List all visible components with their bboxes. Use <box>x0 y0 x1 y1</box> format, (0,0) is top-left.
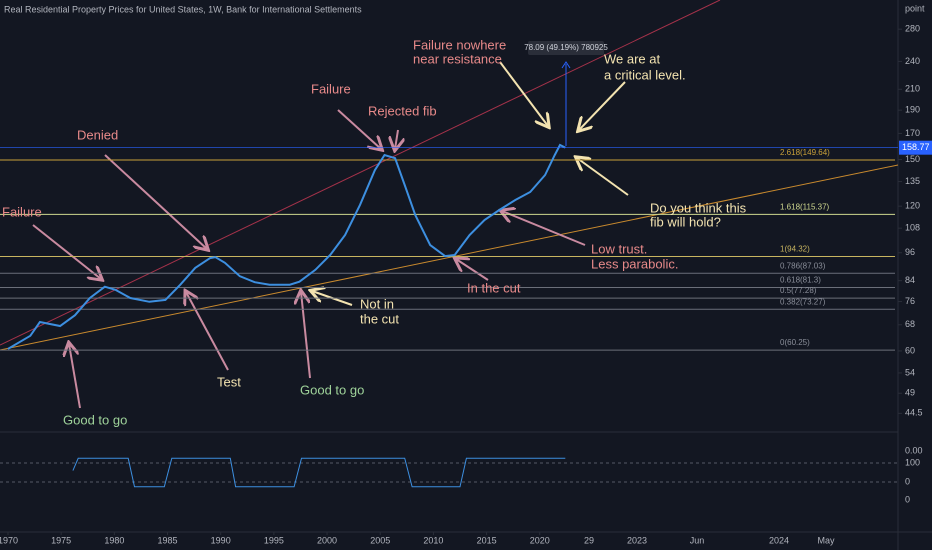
x-tick-label: 1975 <box>51 535 71 545</box>
series-line <box>7 143 566 350</box>
annotation: Failure <box>2 204 42 219</box>
annotation: the cut <box>360 311 399 326</box>
y-tick-label: 170 <box>905 128 920 138</box>
y-tick-label: 60 <box>905 345 915 355</box>
arrow <box>69 344 81 409</box>
y-tick-label: 96 <box>905 247 915 257</box>
y-tick-label: 150 <box>905 154 920 164</box>
arrow <box>337 109 381 149</box>
annotation: Good to go <box>63 412 127 427</box>
measure-arrow <box>561 61 571 69</box>
arrow <box>502 211 586 246</box>
arrow <box>301 292 311 379</box>
annotation: Test <box>217 374 241 389</box>
y-tick-label: 120 <box>905 201 920 211</box>
x-tick-label: 2000 <box>317 535 337 545</box>
annotation: a critical level. <box>604 67 686 82</box>
y-tick-label: 240 <box>905 56 920 66</box>
arrow <box>32 224 101 279</box>
x-tick-label: 1980 <box>104 535 124 545</box>
annotation: Low trust. <box>591 241 647 256</box>
y-tick-label: 68 <box>905 319 915 329</box>
series-line <box>72 457 566 488</box>
indicator-readout: 0 <box>905 494 910 504</box>
fib-label: 2.618(149.64) <box>780 148 830 157</box>
x-tick-label: Jun <box>690 535 705 545</box>
y-tick-label: 108 <box>905 223 920 233</box>
y-tick-label: 44.5 <box>905 408 923 418</box>
last-price-label: 158.77 <box>902 142 930 152</box>
fib-label: 0.5(77.28) <box>780 286 817 295</box>
x-tick-label: 1970 <box>0 535 18 545</box>
annotation: near resistance <box>413 51 502 66</box>
fib-label: 0.618(81.3) <box>780 276 821 285</box>
x-tick-label: 2023 <box>627 535 647 545</box>
fib-label: 0(60.25) <box>780 338 810 347</box>
fib-label: 1.618(115.37) <box>780 202 830 211</box>
y-tick-label: 280 <box>905 24 920 34</box>
x-tick-label: 2005 <box>370 535 390 545</box>
annotation: In the cut <box>467 280 521 295</box>
arrow <box>577 158 629 196</box>
arrow <box>186 292 229 371</box>
y-tick-label: 210 <box>905 84 920 94</box>
y-tick-label: 84 <box>905 275 915 285</box>
x-tick-label: 1985 <box>157 535 177 545</box>
arrow <box>456 259 489 281</box>
y-tick-label: 76 <box>905 296 915 306</box>
x-tick-label: 2010 <box>423 535 443 545</box>
y-tick-label: 190 <box>905 105 920 115</box>
last-price-box <box>899 140 932 155</box>
annotation: Do you think this <box>650 200 747 215</box>
fib-label: 0.786(87.03) <box>780 261 826 270</box>
fib-label: 0.382(73.27) <box>780 297 826 306</box>
annotation: Failure <box>311 81 351 96</box>
annotation: Good to go <box>300 382 364 397</box>
annotation: Not in <box>360 296 394 311</box>
y-tick-label: 54 <box>905 367 915 377</box>
measure-box <box>528 41 604 55</box>
trend-line <box>0 164 899 351</box>
indicator-readout: 0.00 <box>905 445 923 455</box>
x-tick-label: 1990 <box>211 535 231 545</box>
x-tick-label: May <box>817 535 835 545</box>
arrow <box>395 129 398 149</box>
y-tick-label: 135 <box>905 176 920 186</box>
y-tick-label: 100 <box>905 457 920 467</box>
fib-label: 1(94.32) <box>780 245 810 254</box>
x-tick-label: 2015 <box>477 535 497 545</box>
annotation: Failure nowhere <box>413 37 506 52</box>
arrows <box>32 61 629 409</box>
x-tick-label: 1995 <box>264 535 284 545</box>
annotation: We are at <box>604 51 661 66</box>
arrow <box>499 61 548 126</box>
arrow <box>104 154 207 249</box>
annotation: Denied <box>77 127 118 142</box>
chart-title: Real Residential Property Prices for Uni… <box>4 4 362 14</box>
x-tick-label: 29 <box>584 535 594 545</box>
unit-label: point <box>905 3 925 13</box>
y-tick-label: 0 <box>905 476 910 486</box>
y-tick-label: 49 <box>905 388 915 398</box>
x-tick-label: 2020 <box>530 535 550 545</box>
annotation: fib will hold? <box>650 214 721 229</box>
measure-label: 78.09 (49.19%) 780925 <box>524 43 608 52</box>
annotation: Rejected fib <box>368 103 437 118</box>
annotation: Less parabolic. <box>591 256 678 271</box>
arrow <box>579 81 626 130</box>
x-tick-label: 2024 <box>769 535 789 545</box>
